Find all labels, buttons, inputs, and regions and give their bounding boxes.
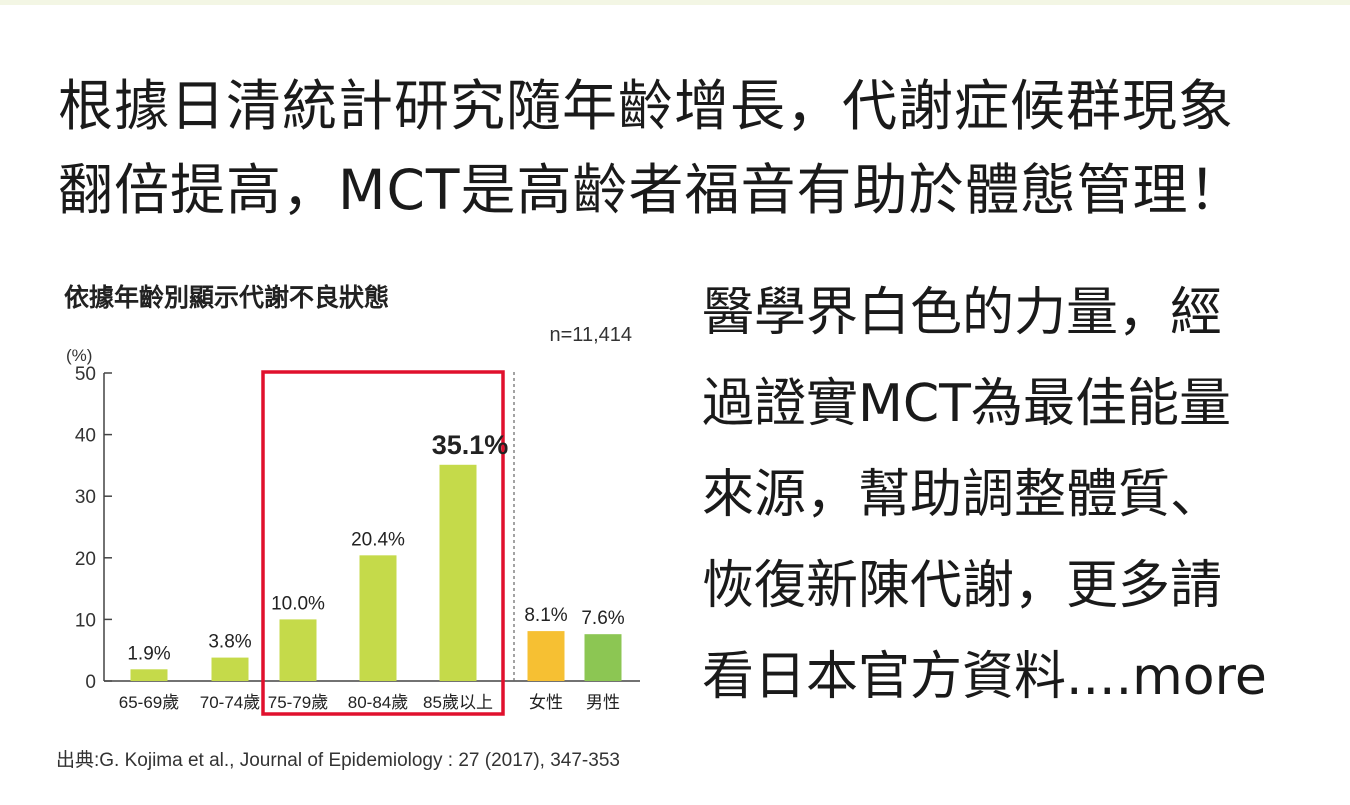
y-axis-unit: (%) [66,346,92,365]
category-label: 女性 [529,693,563,712]
bar [211,657,249,681]
category-label: 65-69歲 [119,693,179,712]
bar [279,619,317,681]
headline-line-1: 根據日清統計研究隨年齡增長，代謝症候群現象 [58,74,1235,138]
y-tick-label: 30 [75,487,96,508]
data-label: 10.0% [271,593,325,614]
bar [584,634,622,681]
data-label: 20.4% [351,529,405,550]
category-label: 85歲以上 [423,693,493,712]
data-label: 7.6% [581,608,624,629]
highlight-box [261,370,505,716]
bar [527,631,565,681]
side-text[interactable]: 醫學界白色的力量，經 過證實MCT為最佳能量 來源，幫助調整體質、 恢復新陳代謝… [702,268,1342,723]
data-label: 1.9% [127,643,170,664]
side-text-line-2: 過證實MCT為最佳能量 [702,374,1231,434]
chart-title: 依據年齡別顯示代謝不良狀態 [64,283,390,312]
chart-labels: 1.9% 65-69歲 3.8% 70-74歲 10.0% 75-79歲 20.4% 80-8… [119,430,625,712]
top-rule [0,0,1350,5]
category-label: 80-84歲 [348,693,408,712]
bar [359,555,397,681]
data-label: 35.1% [432,430,509,460]
bar [130,669,168,681]
data-label: 8.1% [524,605,567,626]
headline: 根據日清統計研究隨年齡增長，代謝症候群現象 翻倍提高，MCT是高齡者福音有助於體… [58,64,1318,232]
side-text-line-4: 恢復新陳代謝，更多請 [702,556,1223,616]
side-text-line-3: 來源，幫助調整體質、 [702,465,1223,525]
side-text-line-1: 醫學界白色的力量，經 [702,283,1223,343]
y-tick-label: 10 [75,610,96,631]
headline-line-2: 翻倍提高，MCT是高齡者福音有助於體態管理！ [58,158,1245,222]
category-label: 男性 [586,693,620,712]
y-tick-label: 40 [75,426,96,447]
sample-size: n=11,414 [550,324,633,346]
category-label: 70-74歲 [200,693,260,712]
chart-bars [130,464,622,681]
citation: 出典:G. Kojima et al., Journal of Epidemio… [56,750,620,771]
data-label: 3.8% [208,632,251,653]
category-label: 75-79歲 [268,693,328,712]
bar [439,464,477,681]
y-tick-label: 0 [85,672,96,693]
side-text-more-link[interactable]: 看日本官方資料....more [702,647,1267,707]
y-tick-label: 50 [75,364,96,385]
y-tick-label: 20 [75,549,96,570]
